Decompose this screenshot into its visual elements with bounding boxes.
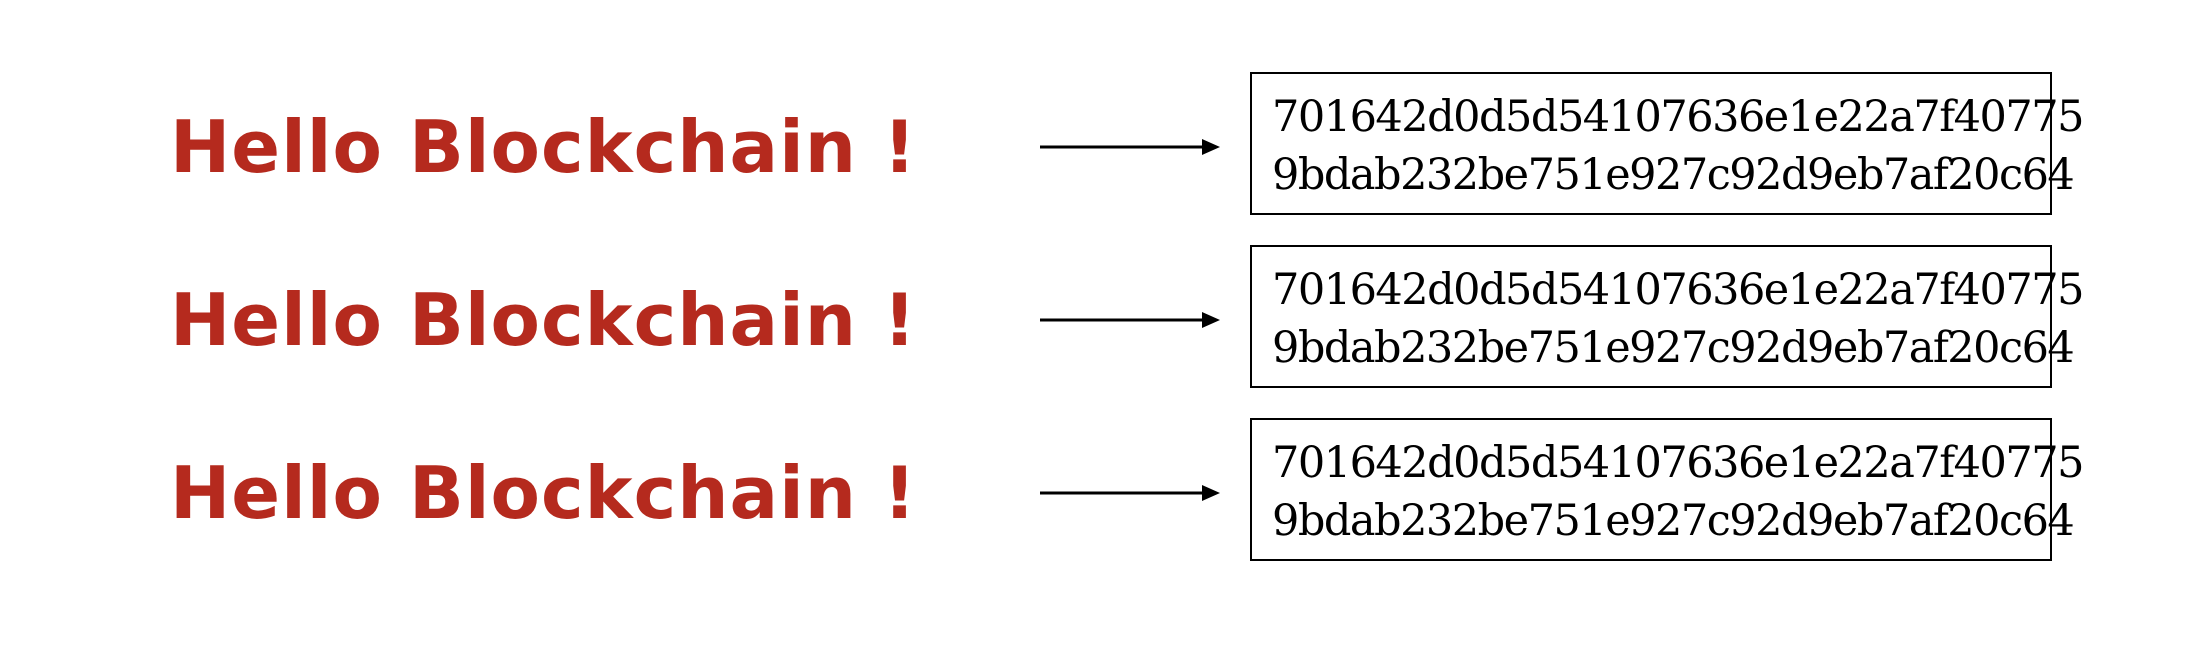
- input-text: Hello Blockchain !: [170, 105, 917, 189]
- right-arrow-icon: [1040, 485, 1220, 501]
- hash-line: 9bdab232be751e927c92d9eb7af20c64: [1272, 150, 2075, 200]
- hash-output-box: 701642d0d5d54107636e1e22a7f40775 9bdab23…: [1250, 418, 2084, 561]
- hash-row: Hello Blockchain ! 701642d0d5d54107636e1…: [0, 245, 2206, 395]
- hash-line: 9bdab232be751e927c92d9eb7af20c64: [1272, 323, 2075, 373]
- hash-line: 701642d0d5d54107636e1e22a7f40775: [1272, 265, 2084, 315]
- hash-output-box: 701642d0d5d54107636e1e22a7f40775 9bdab23…: [1250, 72, 2084, 215]
- hash-line: 701642d0d5d54107636e1e22a7f40775: [1272, 92, 2084, 142]
- right-arrow-icon: [1040, 312, 1220, 328]
- hash-line: 701642d0d5d54107636e1e22a7f40775: [1272, 438, 2084, 488]
- hash-output-box: 701642d0d5d54107636e1e22a7f40775 9bdab23…: [1250, 245, 2084, 388]
- hash-row: Hello Blockchain ! 701642d0d5d54107636e1…: [0, 418, 2206, 568]
- input-text: Hello Blockchain !: [170, 451, 917, 535]
- right-arrow-icon: [1040, 139, 1220, 155]
- hash-line: 9bdab232be751e927c92d9eb7af20c64: [1272, 496, 2075, 546]
- input-text: Hello Blockchain !: [170, 278, 917, 362]
- hash-row: Hello Blockchain ! 701642d0d5d54107636e1…: [0, 72, 2206, 222]
